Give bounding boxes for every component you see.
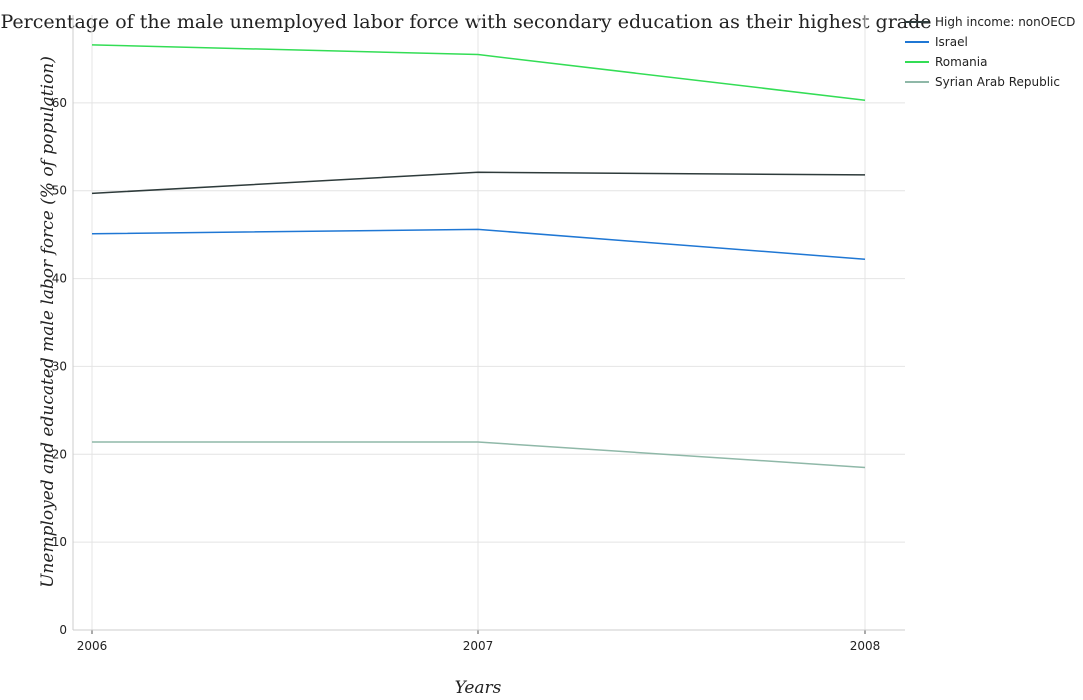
y-tick-label: 10 bbox=[52, 535, 67, 549]
axes: 0 10 20 30 40 50 60 2006 2007 2008 bbox=[52, 15, 905, 653]
x-axis-label: Years bbox=[455, 678, 502, 698]
y-tick-label: 50 bbox=[52, 184, 67, 198]
series-line-israel bbox=[91, 228, 866, 260]
y-axis-label: Unemployed and educated male labor force… bbox=[38, 56, 58, 588]
y-tick-label: 30 bbox=[52, 359, 67, 373]
legend-label-high-income-nonoecd: High income: nonOECD bbox=[935, 15, 1075, 29]
series-line-high-income-nonoecd bbox=[91, 171, 866, 195]
grid bbox=[73, 15, 905, 631]
chart-title: Percentage of the male unemployed labor … bbox=[0, 11, 931, 33]
legend-label-israel: Israel bbox=[935, 35, 968, 49]
series-line-syrian-arab-republic bbox=[92, 441, 866, 469]
y-tick-label: 40 bbox=[52, 272, 67, 286]
legend-label-syrian-arab-republic: Syrian Arab Republic bbox=[935, 75, 1060, 89]
legend: High income: nonOECD Israel Romania Syrian … bbox=[905, 15, 1075, 89]
y-tick-label: 0 bbox=[59, 623, 67, 637]
series-line-romania bbox=[91, 44, 866, 101]
series-lines bbox=[91, 44, 866, 469]
x-tick-label: 2007 bbox=[463, 639, 494, 653]
y-tick-label: 60 bbox=[52, 96, 67, 110]
y-tick-label: 20 bbox=[52, 447, 67, 461]
legend-label-romania: Romania bbox=[935, 55, 987, 69]
x-tick-label: 2006 bbox=[77, 639, 108, 653]
x-tick-label: 2008 bbox=[850, 639, 881, 653]
